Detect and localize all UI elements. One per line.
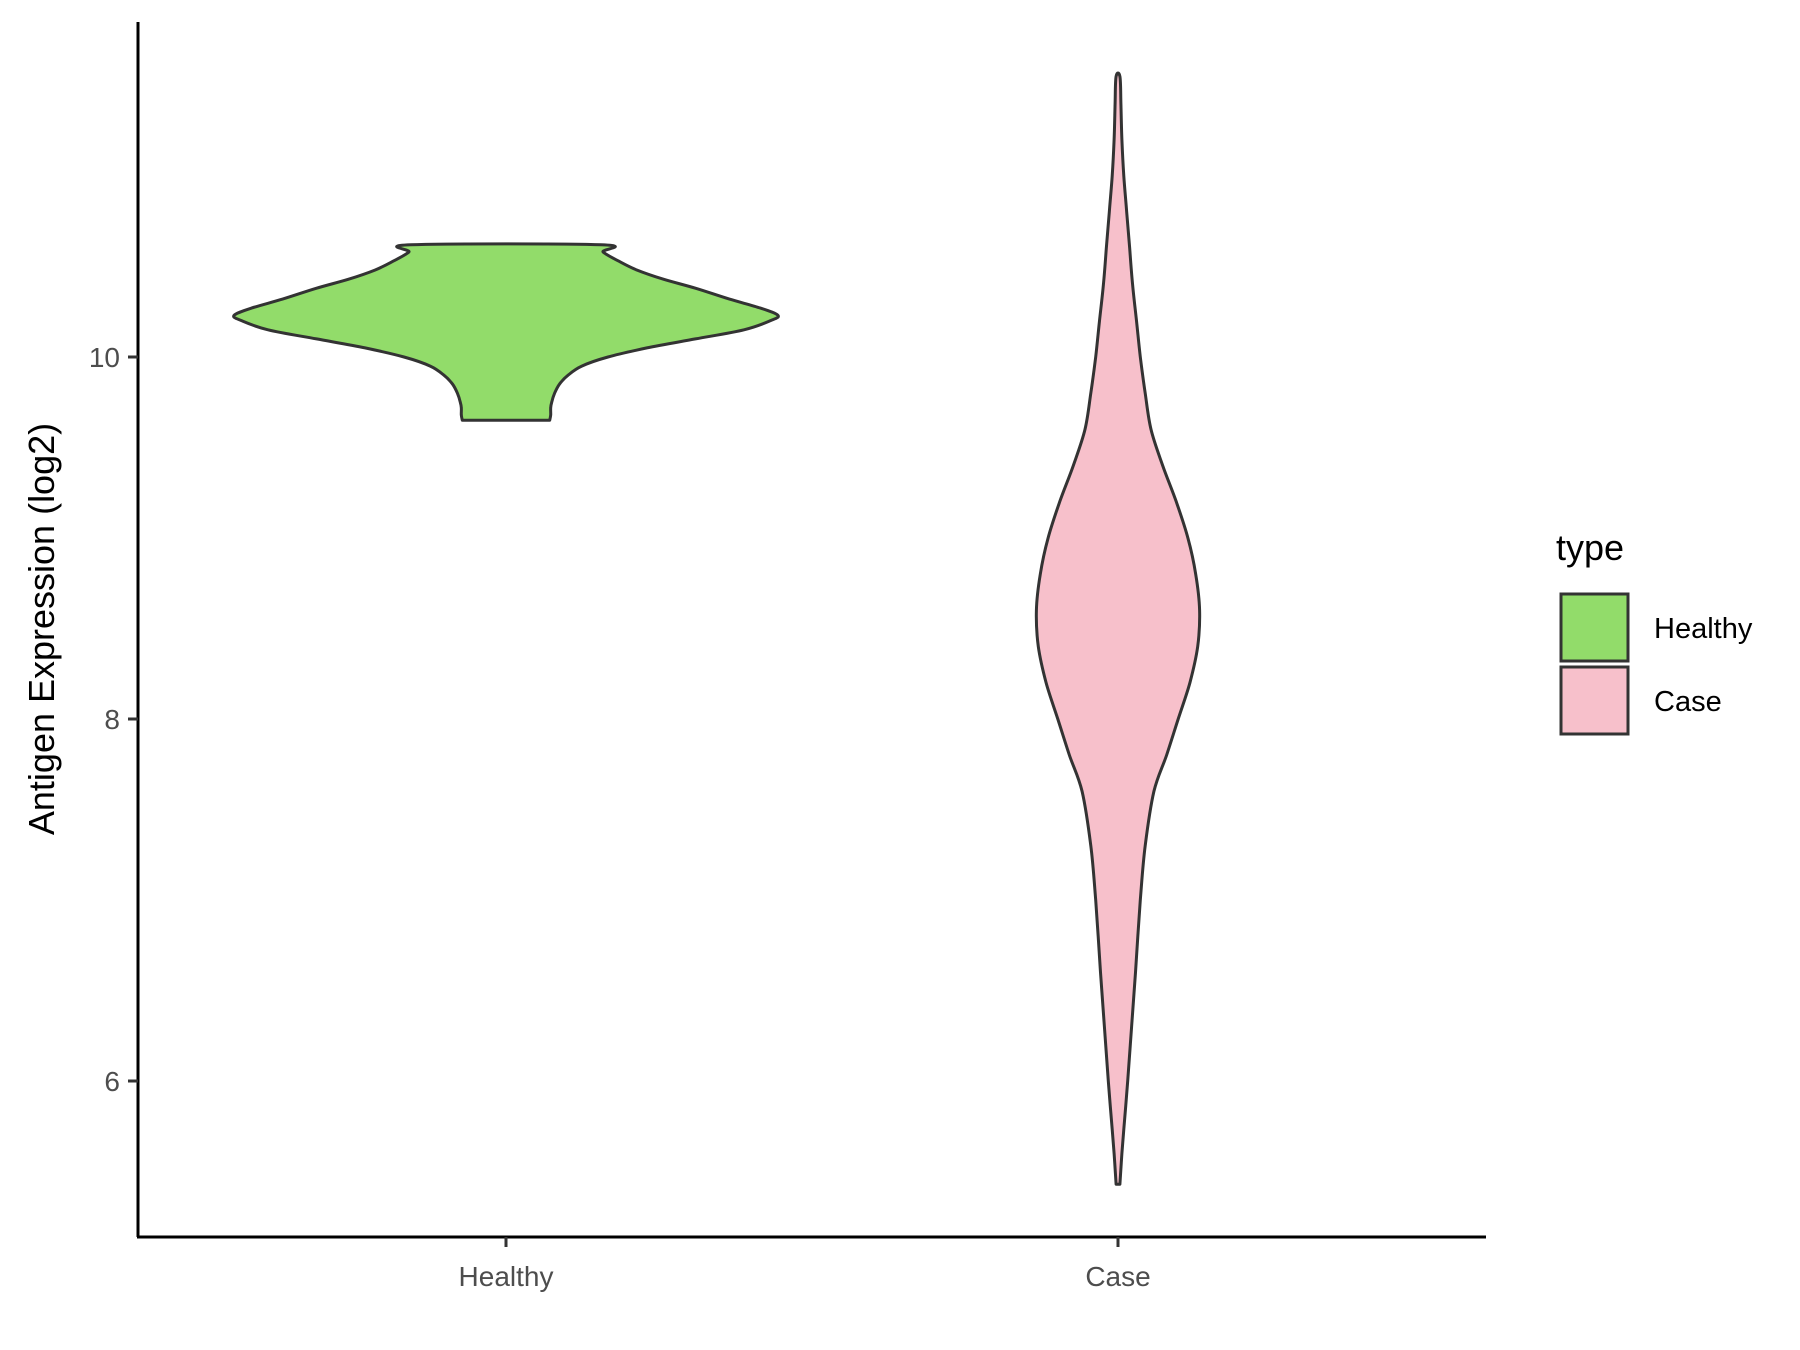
plot-area: 6 8 10 Healthy Case <box>89 22 1486 1292</box>
legend: type Healthy Case <box>1556 527 1753 736</box>
x-tick-label: Case <box>1085 1261 1150 1292</box>
y-tick-label: 10 <box>89 342 120 373</box>
legend-entries: Healthy Case <box>1559 592 1753 736</box>
legend-title: type <box>1556 527 1624 568</box>
x-axis-ticks: Healthy Case <box>459 1237 1151 1292</box>
legend-swatch-case <box>1559 665 1630 736</box>
legend-label-case: Case <box>1654 686 1722 718</box>
legend-label-healthy: Healthy <box>1654 613 1753 645</box>
y-axis-title: Antigen Expression (log2) <box>21 423 62 835</box>
x-tick-label: Healthy <box>459 1261 554 1292</box>
y-tick-label: 6 <box>104 1066 120 1097</box>
violin-healthy <box>232 242 780 422</box>
violins <box>232 71 1202 1186</box>
violin-case <box>1034 71 1202 1186</box>
y-axis-ticks: 6 8 10 <box>89 342 138 1097</box>
legend-swatch-healthy <box>1559 592 1630 663</box>
y-tick-label: 8 <box>104 704 120 735</box>
